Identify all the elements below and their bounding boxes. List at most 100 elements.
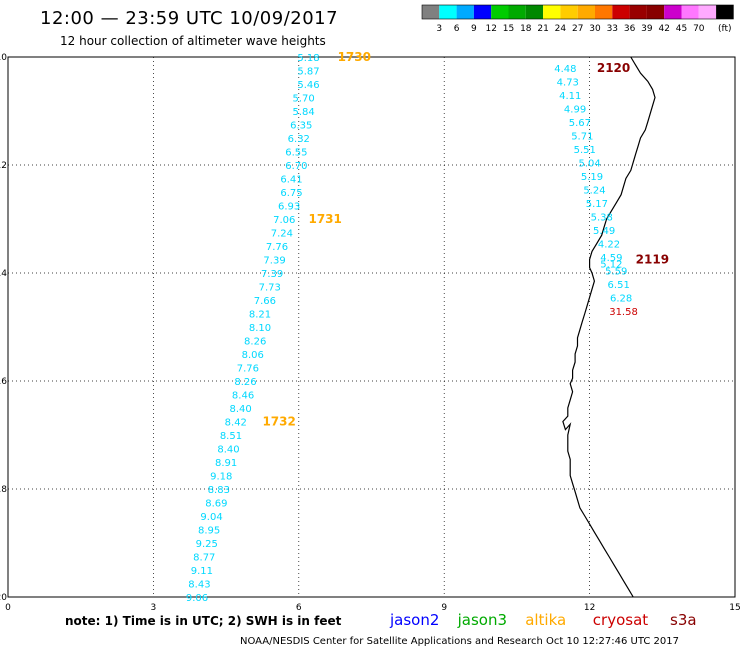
wave-value-altika: 9.06 [186, 593, 208, 604]
x-tick-label: 15 [729, 603, 740, 613]
x-tick-label: 12 [584, 603, 595, 613]
wave-value-altika: 6.75 [280, 188, 302, 199]
wave-value-cryosat: 5.38 [591, 212, 613, 223]
colorbar-label: 12 [485, 24, 496, 34]
wave-value-cryosat: 5.24 [583, 185, 605, 196]
wave-value-altika: 9.25 [196, 539, 218, 550]
wave-value-altika: 6.70 [285, 161, 307, 172]
wave-value-altika: 6.35 [290, 121, 312, 132]
wave-value-altika: 9.11 [191, 566, 213, 577]
colorbar-legend: 3 6 9 12 15 18 21 24 27 30 33 36 39 42 45 70 (ft) [421, 4, 734, 34]
axis-ticks: 0 3 6 9 12 15 -10 -12 -14 -16 -18 -20 [0, 53, 740, 613]
wave-value-altika: 8.46 [232, 391, 254, 402]
pass-time-label: 1730 [338, 50, 371, 64]
wave-value-altika: 8.51 [220, 431, 242, 442]
pass-time-label: 2119 [636, 253, 669, 267]
wave-value-altika: 8.43 [188, 580, 210, 591]
wave-value-altika: 7.76 [237, 364, 259, 375]
colorbar-swatch [681, 5, 699, 19]
wave-value-altika: 7.24 [271, 229, 293, 240]
colorbar-border [421, 4, 734, 20]
wave-value-altika: 7.76 [266, 242, 288, 253]
colorbar-swatch [664, 5, 682, 19]
wave-value-cryosat: 5.59 [605, 266, 627, 277]
wave-value-altika: 8.91 [215, 458, 237, 469]
wave-value-cryosat: 5.17 [586, 199, 608, 210]
wave-value-altika: 8.06 [242, 350, 264, 361]
colorbar-swatch [577, 5, 595, 19]
wave-value-cryosat: 6.28 [610, 293, 632, 304]
coastline [562, 56, 656, 598]
colorbar-label: 30 [589, 24, 601, 34]
wave-value-cryosat: 5.12 [600, 259, 622, 270]
y-tick-label: -14 [0, 269, 7, 279]
colorbar-label: 39 [641, 24, 653, 34]
wave-height-values: 5.18 5.87 5.46 5.70 5.84 6.35 6.32 6.55 6.70 6.41… [186, 53, 638, 604]
colorbar-swatch [491, 5, 509, 19]
colorbar-swatch [560, 5, 578, 19]
wave-value-cryosat: 5.67 [569, 118, 591, 129]
colorbar-swatch [716, 5, 734, 19]
pass-time-label: 1731 [308, 212, 341, 226]
y-tick-label: -10 [0, 53, 7, 63]
wave-value-altika: 6.41 [280, 175, 302, 186]
colorbar-swatch [525, 5, 544, 19]
colorbar-label: 15 [503, 24, 514, 34]
colorbar-label: 6 [454, 24, 460, 34]
wave-value-altika: 8.40 [217, 445, 239, 456]
x-tick-label: 0 [5, 603, 11, 613]
colorbar-label: 24 [555, 24, 567, 34]
colorbar-swatch [595, 5, 613, 19]
note-text: note: 1) Time is in UTC; 2) SWH is in fe… [65, 614, 342, 628]
colorbar-label: 45 [676, 24, 687, 34]
plot-frame [7, 56, 736, 598]
wave-value-altika: 8.77 [193, 553, 215, 564]
colorbar-label: 9 [471, 24, 477, 34]
colorbar-swatch [456, 5, 474, 19]
colorbar-label: 42 [658, 24, 669, 34]
wave-value-altika: 8.83 [208, 485, 230, 496]
wave-value-cryosat: 5.19 [581, 172, 603, 183]
colorbar-swatch [508, 5, 526, 19]
wave-value-altika: 8.95 [198, 526, 220, 537]
colorbar-swatch [698, 5, 717, 19]
wave-value-cryosat: 4.48 [554, 64, 576, 75]
colorbar-label: 70 [693, 24, 705, 34]
pass-time-label: 2120 [597, 61, 630, 75]
chart-title: 12:00 — 23:59 UTC 10/09/2017 [40, 8, 338, 29]
chart-subtitle: 12 hour collection of altimeter wave hei… [60, 34, 326, 48]
satellite-legend-altika: altika [525, 611, 566, 629]
x-tick-label: 6 [296, 603, 302, 613]
wave-value-altika: 8.10 [249, 323, 271, 334]
satellite-legend-jason2: jason2 [389, 611, 439, 629]
wave-value-altika: 7.66 [254, 296, 276, 307]
colorbar-label: (ft) [718, 24, 732, 34]
wave-value-altika: 7.06 [273, 215, 295, 226]
wave-value-altika: 9.18 [210, 472, 232, 483]
colorbar-label: 36 [624, 24, 636, 34]
colorbar-label: 3 [436, 24, 442, 34]
footer-credit: NOAA/NESDIS Center for Satellite Applica… [240, 636, 679, 647]
wave-value-altika: 8.26 [234, 377, 256, 388]
y-tick-label: -20 [0, 593, 7, 603]
wave-value-altika: 6.93 [278, 202, 300, 213]
colorbar-swatch [646, 5, 665, 19]
colorbar-label: 18 [520, 24, 532, 34]
wave-value-cryosat: 5.04 [578, 158, 600, 169]
wave-value-cryosat: 4.11 [559, 91, 581, 102]
wave-value-altika: 5.87 [297, 67, 319, 78]
colorbar-swatch [612, 5, 630, 19]
wave-value-altika: 9.04 [200, 512, 222, 523]
wave-value-altika: 5.18 [297, 53, 319, 64]
wave-value-cryosat: 31.58 [609, 307, 638, 318]
pass-time-labels: 1730 1731 1732 2120 2119 [262, 50, 669, 429]
colorbar-swatch [543, 5, 561, 19]
y-tick-label: -16 [0, 377, 7, 387]
wave-value-altika: 5.46 [297, 80, 319, 91]
wave-value-altika: 7.73 [259, 283, 281, 294]
wave-value-altika: 8.40 [230, 404, 252, 415]
wave-value-altika: 7.39 [261, 269, 283, 280]
satellite-legend-cryosat: cryosat [593, 611, 648, 629]
